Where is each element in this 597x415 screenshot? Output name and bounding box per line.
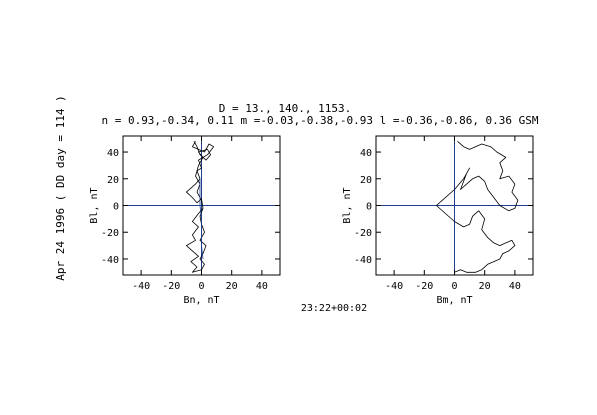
x-tick-label: 20	[226, 281, 238, 292]
x-tick-label: 40	[256, 281, 268, 292]
hodogram-trace-0	[436, 141, 519, 273]
x-tick-label: -20	[162, 281, 180, 292]
bm-bl-hodogram: -40 -20 0 20 40 -40 -20 0 20 40 Bm, nT Bl, nT	[342, 135, 534, 306]
x-tick-label: -40	[132, 281, 150, 292]
x-tick-label: 0	[198, 281, 204, 292]
y-axis-label: Bl, nT	[342, 187, 353, 223]
y-tick-label: -40	[354, 255, 372, 266]
y-tick-label: 40	[107, 148, 119, 159]
date-label: Apr 24 1996 ( DD day = 114 )	[54, 95, 67, 280]
x-tick-label: 40	[509, 281, 521, 292]
y-tick-label: -20	[101, 228, 119, 239]
y-tick-label: 40	[360, 148, 372, 159]
y-tick-label: -20	[354, 228, 372, 239]
x-axis-label: Bn, nT	[183, 295, 219, 306]
x-tick-label: -40	[385, 281, 403, 292]
coordinate-header: n = 0.93,-0.34, 0.11 m =-0.03,-0.38,-0.9…	[101, 114, 538, 127]
bn-bl-hodogram: -40 -20 0 20 40 -40 -20 0 20 40 Bn, nT Bl, nT	[89, 135, 281, 306]
distance-header: D = 13., 140., 1153.	[219, 102, 351, 115]
x-axis-label: Bm, nT	[436, 295, 472, 306]
y-axis-label: Bl, nT	[89, 187, 100, 223]
y-tick-label: -40	[101, 255, 119, 266]
time-range-label: 23:22+00:02	[301, 303, 367, 314]
y-tick-label: 0	[366, 202, 372, 213]
hodogram-trace-1	[199, 178, 204, 260]
y-tick-label: 20	[360, 175, 372, 186]
y-tick-label: 0	[113, 202, 119, 213]
y-tick-label: 20	[107, 175, 119, 186]
x-tick-label: -20	[415, 281, 433, 292]
x-tick-label: 20	[479, 281, 491, 292]
x-tick-label: 0	[451, 281, 457, 292]
hodogram-trace-0	[186, 141, 214, 273]
